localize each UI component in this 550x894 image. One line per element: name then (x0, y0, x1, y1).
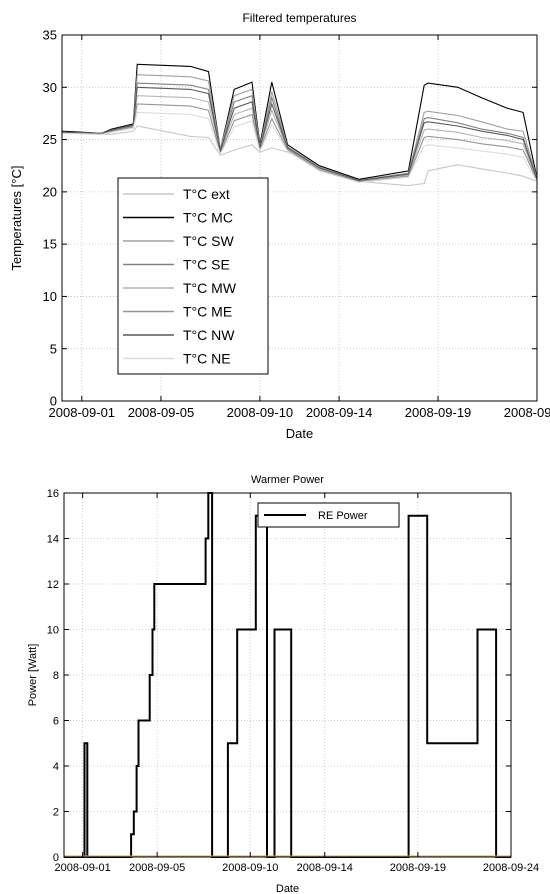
axes-box (61, 34, 538, 402)
y-axis-label: Temperatures [°C] (9, 166, 24, 271)
x-tick-label: 2008-09-24 (504, 405, 550, 420)
x-tick-label: 2008-09-01 (54, 862, 110, 874)
x-tick-label: 2008-09-10 (222, 862, 278, 874)
series-line-5 (61, 103, 538, 182)
y-tick-label: 20 (43, 184, 57, 199)
y-tick-label: 16 (47, 488, 59, 500)
x-tick-label: 2008-09-19 (390, 862, 446, 874)
legend-label: T°C SE (183, 257, 230, 273)
chart-title: Warmer Power (251, 474, 324, 486)
y-axis-label: Power [Watt] (27, 644, 39, 707)
series-line-7 (61, 111, 538, 183)
y-tick-label: 0 (50, 394, 57, 409)
y-tick-label: 5 (50, 341, 57, 356)
x-tick-label: 2008-09-24 (483, 862, 539, 874)
series-line-0 (61, 125, 538, 187)
y-tick-label: 8 (53, 670, 59, 682)
legend-label: T°C NE (183, 351, 231, 367)
y-tick-label: 4 (53, 761, 59, 773)
y-tick-label: 0 (53, 852, 59, 864)
x-tick-label: 2008-09-14 (297, 862, 353, 874)
x-axis-label: Date (286, 426, 313, 441)
y-tick-label: 15 (43, 237, 57, 252)
legend: RE Power (257, 502, 400, 528)
legend-label: T°C NW (183, 327, 235, 343)
x-tick-label: 2008-09-05 (128, 405, 195, 420)
y-tick-label: 12 (47, 579, 59, 591)
x-tick-label: 2008-09-05 (129, 862, 185, 874)
legend-box (117, 177, 269, 375)
x-tick-label: 2008-09-19 (405, 405, 472, 420)
legend: T°C ext T°C MC T°C SW T°C SE T°C MW T°C ME T°C… (117, 177, 269, 375)
series-line-6 (61, 86, 538, 181)
series-line-1 (61, 63, 538, 180)
y-tick-label: 6 (53, 715, 59, 727)
x-tick-label: 2008-09-14 (306, 405, 373, 420)
y-tick-label: 10 (43, 289, 57, 304)
plot-area (64, 493, 511, 857)
legend-label: T°C SW (183, 233, 234, 249)
chart-title: Filtered temperatures (242, 11, 356, 25)
x-tick-label: 2008-09-01 (49, 405, 116, 420)
y-tick-label: 30 (43, 80, 57, 95)
y-tick-label: 2 (53, 806, 59, 818)
y-tick-label: 14 (47, 533, 59, 545)
chart-temperatures: 0 5 10 15 20 25 30 35 2008-09-01 2008-09-05 2008-0… (9, 11, 550, 441)
legend-label: T°C MW (183, 280, 237, 296)
legend-label: T°C MC (183, 210, 233, 226)
legend-label: T°C ext (183, 186, 230, 202)
y-tick-label: 35 (43, 28, 57, 43)
x-axis-label: Date (276, 883, 299, 894)
y-tick-label: 10 (47, 624, 59, 636)
legend-label: RE Power (318, 510, 368, 522)
series-line-4 (61, 95, 538, 182)
x-tick-label: 2008-09-10 (227, 405, 294, 420)
y-tick-label: 25 (43, 132, 57, 147)
chart-power: 0 2 4 6 8 10 12 14 16 2008-09-01 2008-09-05 2008-09… (27, 474, 539, 894)
legend-label: T°C ME (183, 304, 232, 320)
